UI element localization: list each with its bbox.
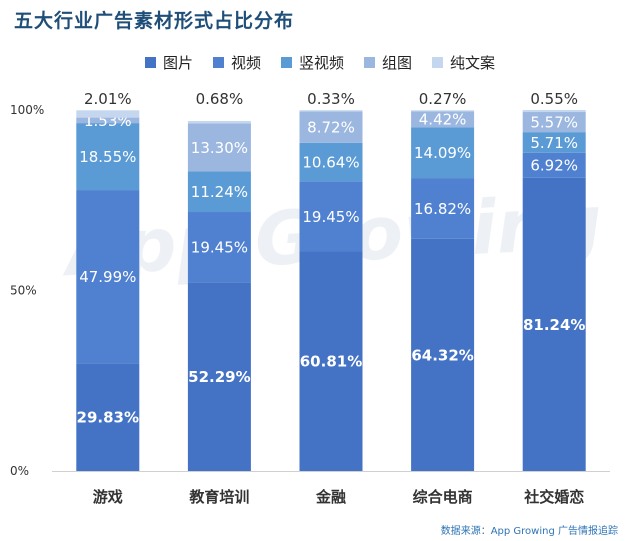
legend-swatch	[364, 57, 375, 68]
data-label: 0.27%	[419, 90, 467, 108]
data-label: 8.72%	[307, 119, 355, 137]
bar-segment	[187, 171, 251, 213]
bar-segment	[522, 112, 586, 133]
legend-item: 纯文案	[432, 52, 495, 73]
x-tick-label: 教育培训	[188, 488, 249, 506]
data-label: 2.01%	[84, 90, 132, 108]
bar-segment	[187, 212, 251, 283]
data-label: 52.29%	[188, 368, 250, 386]
data-label: 4.42%	[419, 111, 467, 129]
data-label: 18.55%	[79, 148, 136, 166]
bar-segment	[299, 181, 363, 252]
bar-segment	[299, 142, 363, 182]
bar-segment	[522, 110, 586, 113]
data-label: 29.83%	[77, 409, 139, 427]
data-label: 64.32%	[411, 346, 473, 364]
legend-swatch	[280, 57, 292, 68]
legend-label: 组图	[382, 54, 413, 72]
bar-segment	[299, 110, 363, 112]
data-label: 0.55%	[530, 90, 578, 108]
bar-segment	[411, 238, 475, 471]
y-tick-label: 0%	[10, 464, 29, 478]
data-label: 19.45%	[191, 239, 248, 257]
data-label: 0.33%	[307, 90, 355, 108]
legend-swatch	[212, 57, 224, 68]
bar-segment	[76, 117, 140, 124]
bar-segment	[187, 120, 251, 124]
data-label: 0.68%	[196, 90, 244, 108]
chart-plot: App Growing 0%50%100%29.83%47.99%18.55%1…	[10, 90, 610, 506]
data-label: 19.45%	[302, 208, 359, 226]
source-note: 数据来源：App Growing 广告情报追踪	[440, 526, 618, 537]
bar-segment	[299, 111, 363, 143]
x-tick-label: 金融	[315, 488, 346, 506]
legend-item: 视频	[212, 52, 261, 73]
bar-segment	[411, 127, 475, 179]
bar-segment	[411, 178, 475, 239]
bar-segment	[187, 282, 251, 471]
legend-item: 竖视频	[280, 52, 344, 73]
data-label: 47.99%	[79, 268, 136, 286]
data-label: 16.82%	[414, 200, 471, 218]
x-tick-label: 社交婚恋	[523, 488, 584, 506]
bar-segment	[522, 152, 586, 178]
bar-segment	[187, 123, 251, 172]
bar-segment	[76, 110, 140, 118]
legend: 图片 视频 竖视频 组图 纯文案	[0, 52, 640, 73]
data-label: 81.24%	[523, 316, 585, 334]
bar-segment	[76, 190, 140, 364]
legend-label: 纯文案	[450, 54, 496, 72]
data-label: 11.24%	[191, 183, 248, 201]
chart-title: 五大行业广告素材形式占比分布	[14, 10, 295, 32]
legend-label: 图片	[162, 54, 193, 72]
data-label: 13.30%	[191, 139, 248, 157]
legend-item: 图片	[144, 52, 193, 73]
bar-segment	[76, 123, 140, 191]
data-label: 60.81%	[300, 353, 362, 371]
bar-segment	[522, 132, 586, 153]
legend-label: 竖视频	[298, 54, 344, 72]
data-label: 6.92%	[530, 157, 578, 175]
x-tick-label: 游戏	[93, 488, 123, 506]
data-label: 5.57%	[530, 114, 578, 132]
y-tick-label: 100%	[10, 103, 44, 117]
data-label: 14.09%	[414, 144, 471, 162]
bar-segment	[76, 363, 140, 471]
bar-segment	[411, 111, 475, 128]
bar-segment	[299, 251, 363, 471]
y-tick-label: 50%	[10, 284, 37, 298]
legend-label: 视频	[230, 54, 261, 72]
bar-segment	[522, 177, 586, 471]
bar-segment	[411, 110, 475, 112]
legend-swatch	[432, 57, 444, 68]
data-label: 5.71%	[530, 134, 578, 152]
legend-swatch	[144, 57, 156, 68]
legend-item: 组图	[364, 52, 412, 73]
data-label: 10.64%	[302, 154, 359, 172]
x-tick-label: 综合电商	[413, 488, 473, 506]
